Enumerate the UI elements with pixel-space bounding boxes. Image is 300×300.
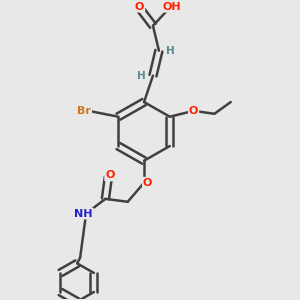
- Text: Br: Br: [77, 106, 91, 116]
- Text: OH: OH: [163, 2, 182, 12]
- Text: H: H: [167, 46, 175, 56]
- Text: O: O: [143, 178, 152, 188]
- Text: O: O: [135, 2, 144, 12]
- Text: O: O: [189, 106, 198, 116]
- Text: O: O: [105, 170, 115, 180]
- Text: H: H: [137, 70, 146, 81]
- Text: NH: NH: [74, 208, 93, 218]
